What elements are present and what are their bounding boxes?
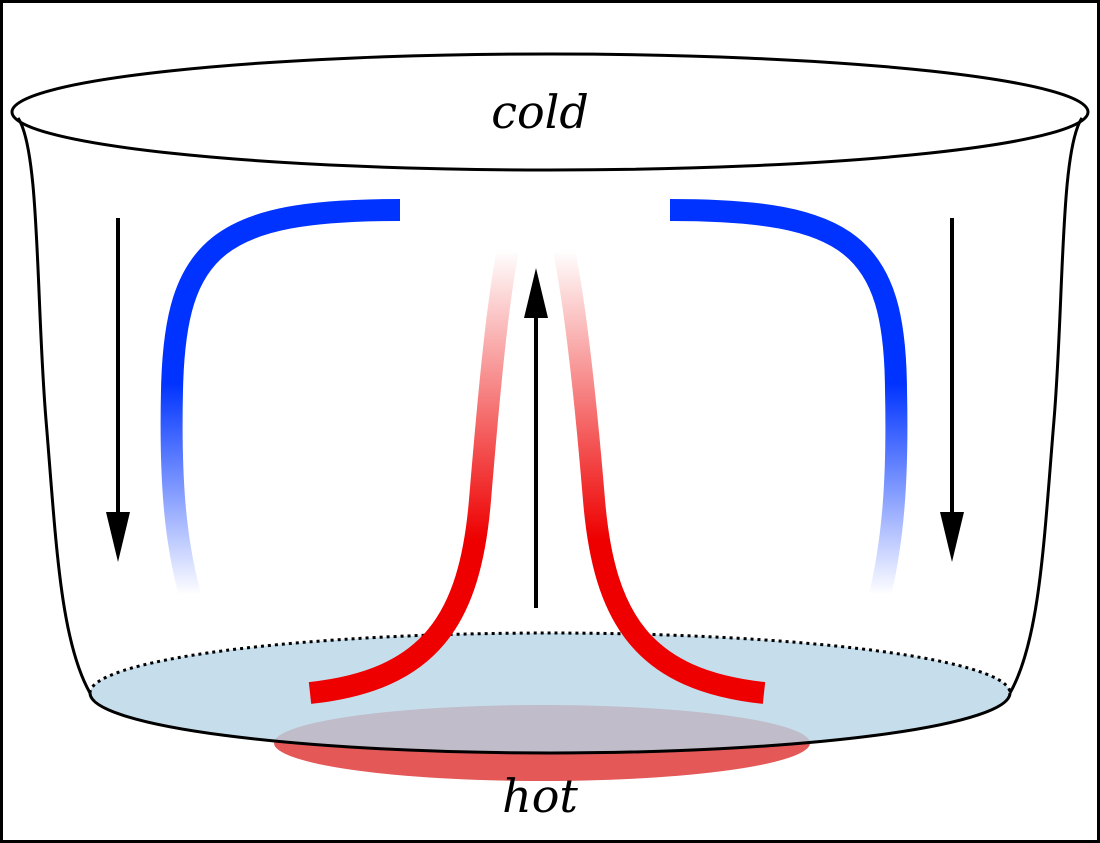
arrow-up-icon [524,268,548,608]
hot-label: hot [502,769,578,823]
water-surface [90,633,1010,753]
bowl-rim [10,52,1090,172]
arrow-down-icon [940,218,964,562]
hot-flow-left [308,247,519,704]
bowl-right-side [1008,117,1084,694]
cold-flow-right [669,199,908,598]
water-back-edge [88,631,1012,694]
cold-flow-left [160,199,401,598]
cold-label: cold [491,85,589,139]
bowl-bottom-edge [88,692,1012,755]
arrow-down-icon [106,218,130,562]
bowl-left-side [16,117,92,694]
hot-flow-right [553,247,766,704]
